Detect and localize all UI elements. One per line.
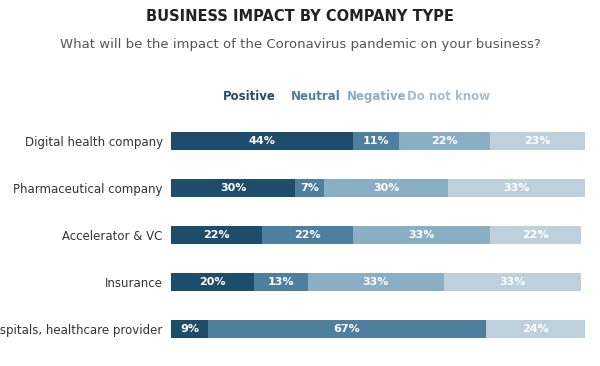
Bar: [485, 320, 585, 338]
Text: 7%: 7%: [300, 183, 319, 193]
Text: 23%: 23%: [524, 136, 551, 146]
Bar: [444, 273, 581, 291]
Text: 11%: 11%: [362, 136, 389, 146]
Bar: [324, 179, 448, 197]
Text: Neutral: Neutral: [292, 90, 341, 103]
Text: 13%: 13%: [268, 277, 294, 287]
Text: 44%: 44%: [248, 136, 275, 146]
Text: What will be the impact of the Coronavirus pandemic on your business?: What will be the impact of the Coronavir…: [59, 38, 541, 52]
Bar: [490, 226, 581, 244]
Bar: [448, 179, 585, 197]
Text: 22%: 22%: [295, 230, 321, 240]
Bar: [171, 132, 353, 150]
Bar: [171, 226, 262, 244]
Text: 22%: 22%: [522, 230, 548, 240]
Bar: [171, 273, 254, 291]
Text: 24%: 24%: [522, 324, 548, 334]
Text: 30%: 30%: [220, 183, 246, 193]
Bar: [171, 320, 208, 338]
Text: Do not know: Do not know: [407, 90, 490, 103]
Text: 33%: 33%: [499, 277, 526, 287]
Bar: [208, 320, 485, 338]
Bar: [262, 226, 353, 244]
Bar: [171, 179, 295, 197]
Text: 67%: 67%: [334, 324, 361, 334]
Text: Negative: Negative: [347, 90, 407, 103]
Bar: [353, 226, 490, 244]
Bar: [490, 132, 585, 150]
Bar: [398, 132, 490, 150]
Text: 30%: 30%: [373, 183, 400, 193]
Text: 33%: 33%: [503, 183, 530, 193]
Text: 9%: 9%: [180, 324, 199, 334]
Text: 20%: 20%: [199, 277, 226, 287]
Text: Positive: Positive: [223, 90, 275, 103]
Text: BUSINESS IMPACT BY COMPANY TYPE: BUSINESS IMPACT BY COMPANY TYPE: [146, 9, 454, 24]
Text: 33%: 33%: [363, 277, 389, 287]
Bar: [353, 132, 398, 150]
Bar: [295, 179, 324, 197]
Text: 33%: 33%: [408, 230, 434, 240]
Text: 22%: 22%: [203, 230, 230, 240]
Bar: [308, 273, 444, 291]
Text: 22%: 22%: [431, 136, 458, 146]
Bar: [254, 273, 308, 291]
